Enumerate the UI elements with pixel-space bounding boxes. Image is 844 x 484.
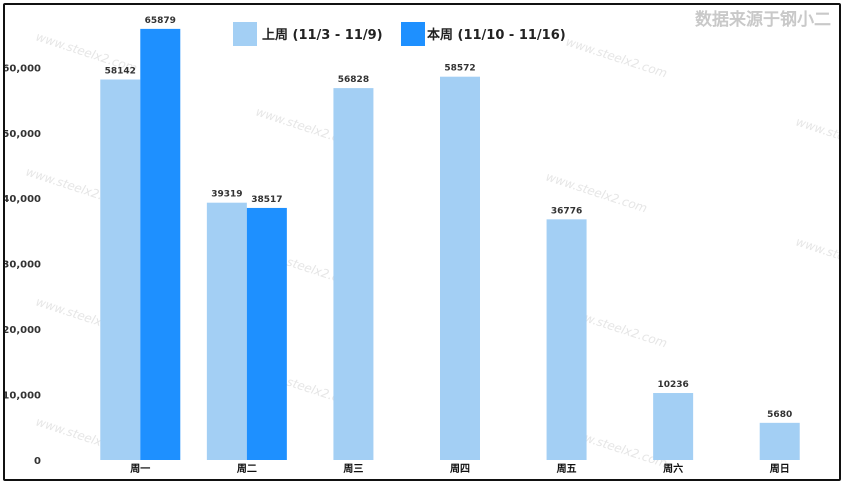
bar-value-label: 5680 (767, 410, 792, 420)
bar-chart: www.steelx2.com www.steelx2.com www.steelx… (5, 9, 839, 475)
legend-swatch-this-week (401, 22, 425, 46)
background-watermark-text: www.steelx2.com (794, 115, 839, 161)
bar-value-label: 36776 (551, 206, 582, 216)
background-watermark-text: www.steelx2.com (794, 235, 839, 281)
source-watermark: 数据来源于钢小二 (695, 9, 831, 30)
y-tick-label: 20,000 (5, 325, 41, 336)
bar-this-week (246, 207, 287, 460)
legend-swatch-last-week (233, 22, 257, 46)
y-tick-label: 50,000 (5, 129, 41, 140)
bar-value-label: 10236 (657, 380, 688, 390)
bar-last-week (759, 422, 800, 460)
x-category-label: 周五 (557, 463, 577, 475)
legend: 上周 (11/3 - 11/9) 本周 (11/10 - 11/16) (233, 22, 566, 46)
x-category-label: 周日 (770, 463, 790, 475)
y-tick-label: 0 (34, 456, 41, 467)
data-labels-layer: 58142 65879 39319 38517 56828 58572 36776 10236… (105, 16, 793, 420)
x-category-label: 周六 (663, 462, 683, 475)
y-tick-label: 40,000 (5, 194, 41, 205)
bar-this-week (140, 28, 181, 461)
bar-last-week (333, 88, 374, 460)
legend-label: 本周 (11/10 - 11/16) (427, 27, 566, 43)
bar-last-week (653, 393, 694, 460)
bar-value-label: 38517 (251, 195, 282, 205)
x-axis: 周一 周二 周三 周四 周五 周六 周日 (130, 462, 789, 475)
x-category-label: 周一 (130, 463, 150, 475)
bar-value-label: 56828 (338, 75, 369, 85)
bar-last-week (440, 76, 480, 461)
x-category-label: 周三 (343, 463, 363, 475)
bar-value-label: 58572 (444, 64, 475, 74)
bar-last-week (100, 79, 141, 461)
chart-frame: www.steelx2.com www.steelx2.com www.steelx… (3, 3, 841, 481)
bar-value-label: 39319 (211, 190, 242, 200)
bars-layer (100, 28, 800, 461)
x-category-label: 周二 (237, 463, 257, 475)
legend-label: 上周 (11/3 - 11/9) (262, 28, 383, 43)
x-category-label: 周四 (450, 463, 470, 475)
y-axis: 0 10,000 20,000 30,000 40,000 50,000 60,000 (5, 63, 41, 467)
bar-last-week (546, 219, 587, 460)
y-tick-label: 60,000 (5, 63, 41, 74)
bar-last-week (206, 202, 247, 460)
bar-value-label: 65879 (145, 16, 176, 26)
bar-value-label: 58142 (105, 67, 136, 77)
y-tick-label: 10,000 (5, 391, 41, 402)
y-tick-label: 30,000 (5, 260, 41, 271)
background-watermark-text: www.steelx2.com (564, 35, 669, 81)
